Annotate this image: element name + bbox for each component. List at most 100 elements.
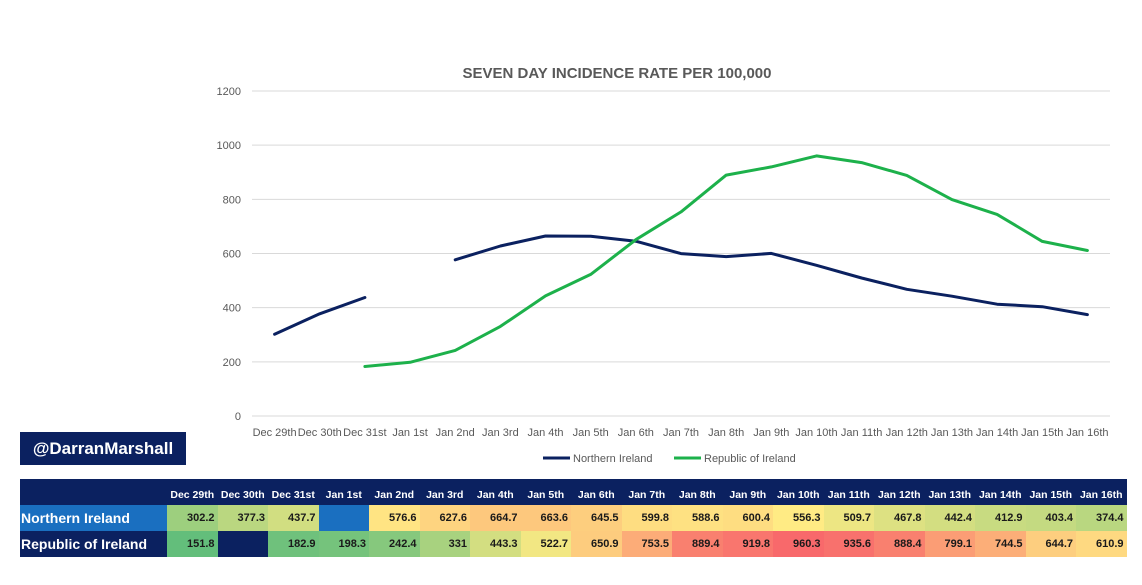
- series-republic-of-ireland: [363, 154, 1089, 368]
- table-cell: 960.3: [773, 531, 824, 557]
- x-tick-label: Jan 1st: [392, 427, 427, 439]
- table-cell: 509.7: [823, 505, 874, 531]
- x-tick-label: Jan 12th: [886, 427, 928, 439]
- x-tick-label: Jan 6th: [618, 427, 654, 439]
- table-cell: 403.4: [1025, 505, 1076, 531]
- column-header: Jan 2nd: [369, 479, 420, 505]
- y-tick-label: 400: [223, 303, 241, 315]
- table-cell: 442.4: [924, 505, 975, 531]
- table-cell: 412.9: [975, 505, 1026, 531]
- column-header: Jan 15th: [1025, 479, 1076, 505]
- table-cell: 610.9: [1076, 531, 1127, 557]
- legend-label: Northern Ireland: [573, 453, 653, 465]
- column-header: Jan 12th: [874, 479, 925, 505]
- table-cell: 242.4: [369, 531, 420, 557]
- table-cell: 799.1: [924, 531, 975, 557]
- legend-label: Republic of Ireland: [704, 453, 796, 465]
- column-header: Jan 8th: [672, 479, 723, 505]
- row-label: Northern Ireland: [20, 505, 167, 531]
- table-cell: 744.5: [975, 531, 1026, 557]
- y-tick-label: 1000: [217, 140, 241, 152]
- column-header: Jan 9th: [722, 479, 773, 505]
- row-label: Republic of Ireland: [20, 531, 167, 557]
- x-tick-label: Dec 29th: [253, 427, 297, 439]
- table-cell: 522.7: [520, 531, 571, 557]
- table-cell: 919.8: [722, 531, 773, 557]
- table-cell: 467.8: [874, 505, 925, 531]
- x-tick-label: Jan 5th: [573, 427, 609, 439]
- table-cell: 663.6: [520, 505, 571, 531]
- table-cell: 182.9: [268, 531, 319, 557]
- table-cell: 644.7: [1025, 531, 1076, 557]
- table-cell: 600.4: [722, 505, 773, 531]
- table-cell: 664.7: [470, 505, 521, 531]
- x-tick-label: Jan 13th: [931, 427, 973, 439]
- column-header: Jan 1st: [318, 479, 369, 505]
- table-cell: 645.5: [571, 505, 622, 531]
- column-header: Jan 3rd: [419, 479, 470, 505]
- column-header: Jan 14th: [975, 479, 1026, 505]
- table-cell: [318, 505, 369, 531]
- table-cell: 753.5: [621, 531, 672, 557]
- chart-title: SEVEN DAY INCIDENCE RATE PER 100,000: [462, 65, 771, 82]
- column-header: Jan 16th: [1076, 479, 1127, 505]
- x-tick-label: Jan 10th: [795, 427, 837, 439]
- x-tick-label: Jan 3rd: [482, 427, 519, 439]
- table-cell: [217, 531, 268, 557]
- table-cell: 443.3: [470, 531, 521, 557]
- table-cell: 198.3: [318, 531, 369, 557]
- table-header-row: Dec 29th Dec 30th Dec 31st Jan 1st Jan 2nd Ja…: [20, 479, 1127, 505]
- table-cell: 151.8: [167, 531, 218, 557]
- legend: Northern Ireland Republic of Ireland: [543, 453, 796, 465]
- x-tick-label: Jan 14th: [976, 427, 1018, 439]
- x-tick-label: Jan 4th: [527, 427, 563, 439]
- data-table: Dec 29th Dec 30th Dec 31st Jan 1st Jan 2nd Ja…: [20, 479, 1127, 557]
- author-badge: @DarranMarshall: [20, 432, 186, 465]
- x-tick-label: Jan 2nd: [436, 427, 475, 439]
- table-row: Northern Ireland 302.2 377.3 437.7 576.6 627.…: [20, 505, 1127, 531]
- column-header: Dec 31st: [268, 479, 319, 505]
- series-line: [363, 154, 1089, 368]
- table-cell: 556.3: [773, 505, 824, 531]
- y-tick-label: 200: [223, 357, 241, 369]
- table-corner: [20, 479, 167, 505]
- column-header: Jan 4th: [470, 479, 521, 505]
- column-header: Dec 29th: [167, 479, 218, 505]
- table-cell: 888.4: [874, 531, 925, 557]
- table-cell: 437.7: [268, 505, 319, 531]
- y-tick-label: 1200: [217, 86, 241, 98]
- x-tick-label: Jan 8th: [708, 427, 744, 439]
- x-tick-label: Jan 11th: [841, 427, 882, 439]
- y-tick-label: 600: [223, 249, 241, 261]
- table-cell: 576.6: [369, 505, 420, 531]
- x-tick-label: Jan 15th: [1021, 427, 1063, 439]
- column-header: Jan 13th: [924, 479, 975, 505]
- column-header: Jan 6th: [571, 479, 622, 505]
- table-cell: 935.6: [823, 531, 874, 557]
- y-tick-label: 0: [235, 411, 241, 423]
- y-tick-label: 800: [223, 194, 241, 206]
- line-chart: SEVEN DAY INCIDENCE RATE PER 100,000 0 20…: [217, 65, 1110, 465]
- table-cell: 302.2: [167, 505, 218, 531]
- x-tick-label: Jan 16th: [1066, 427, 1108, 439]
- x-tick-label: Dec 31st: [343, 427, 386, 439]
- table-cell: 627.6: [419, 505, 470, 531]
- column-header: Jan 10th: [773, 479, 824, 505]
- table-row: Republic of Ireland 151.8 182.9 198.3 242.4 3…: [20, 531, 1127, 557]
- x-tick-label: Jan 7th: [663, 427, 699, 439]
- column-header: Jan 11th: [823, 479, 874, 505]
- column-header: Jan 7th: [621, 479, 672, 505]
- x-tick-label: Jan 9th: [753, 427, 789, 439]
- x-tick-label: Dec 30th: [298, 427, 342, 439]
- table-cell: 588.6: [672, 505, 723, 531]
- series-line: [453, 234, 1089, 317]
- series-northern-ireland: [273, 234, 1089, 336]
- column-header: Jan 5th: [520, 479, 571, 505]
- table-cell: 331: [419, 531, 470, 557]
- table-cell: 650.9: [571, 531, 622, 557]
- table-cell: 889.4: [672, 531, 723, 557]
- column-header: Dec 30th: [217, 479, 268, 505]
- table-cell: 377.3: [217, 505, 268, 531]
- table-cell: 599.8: [621, 505, 672, 531]
- series-line: [273, 296, 367, 336]
